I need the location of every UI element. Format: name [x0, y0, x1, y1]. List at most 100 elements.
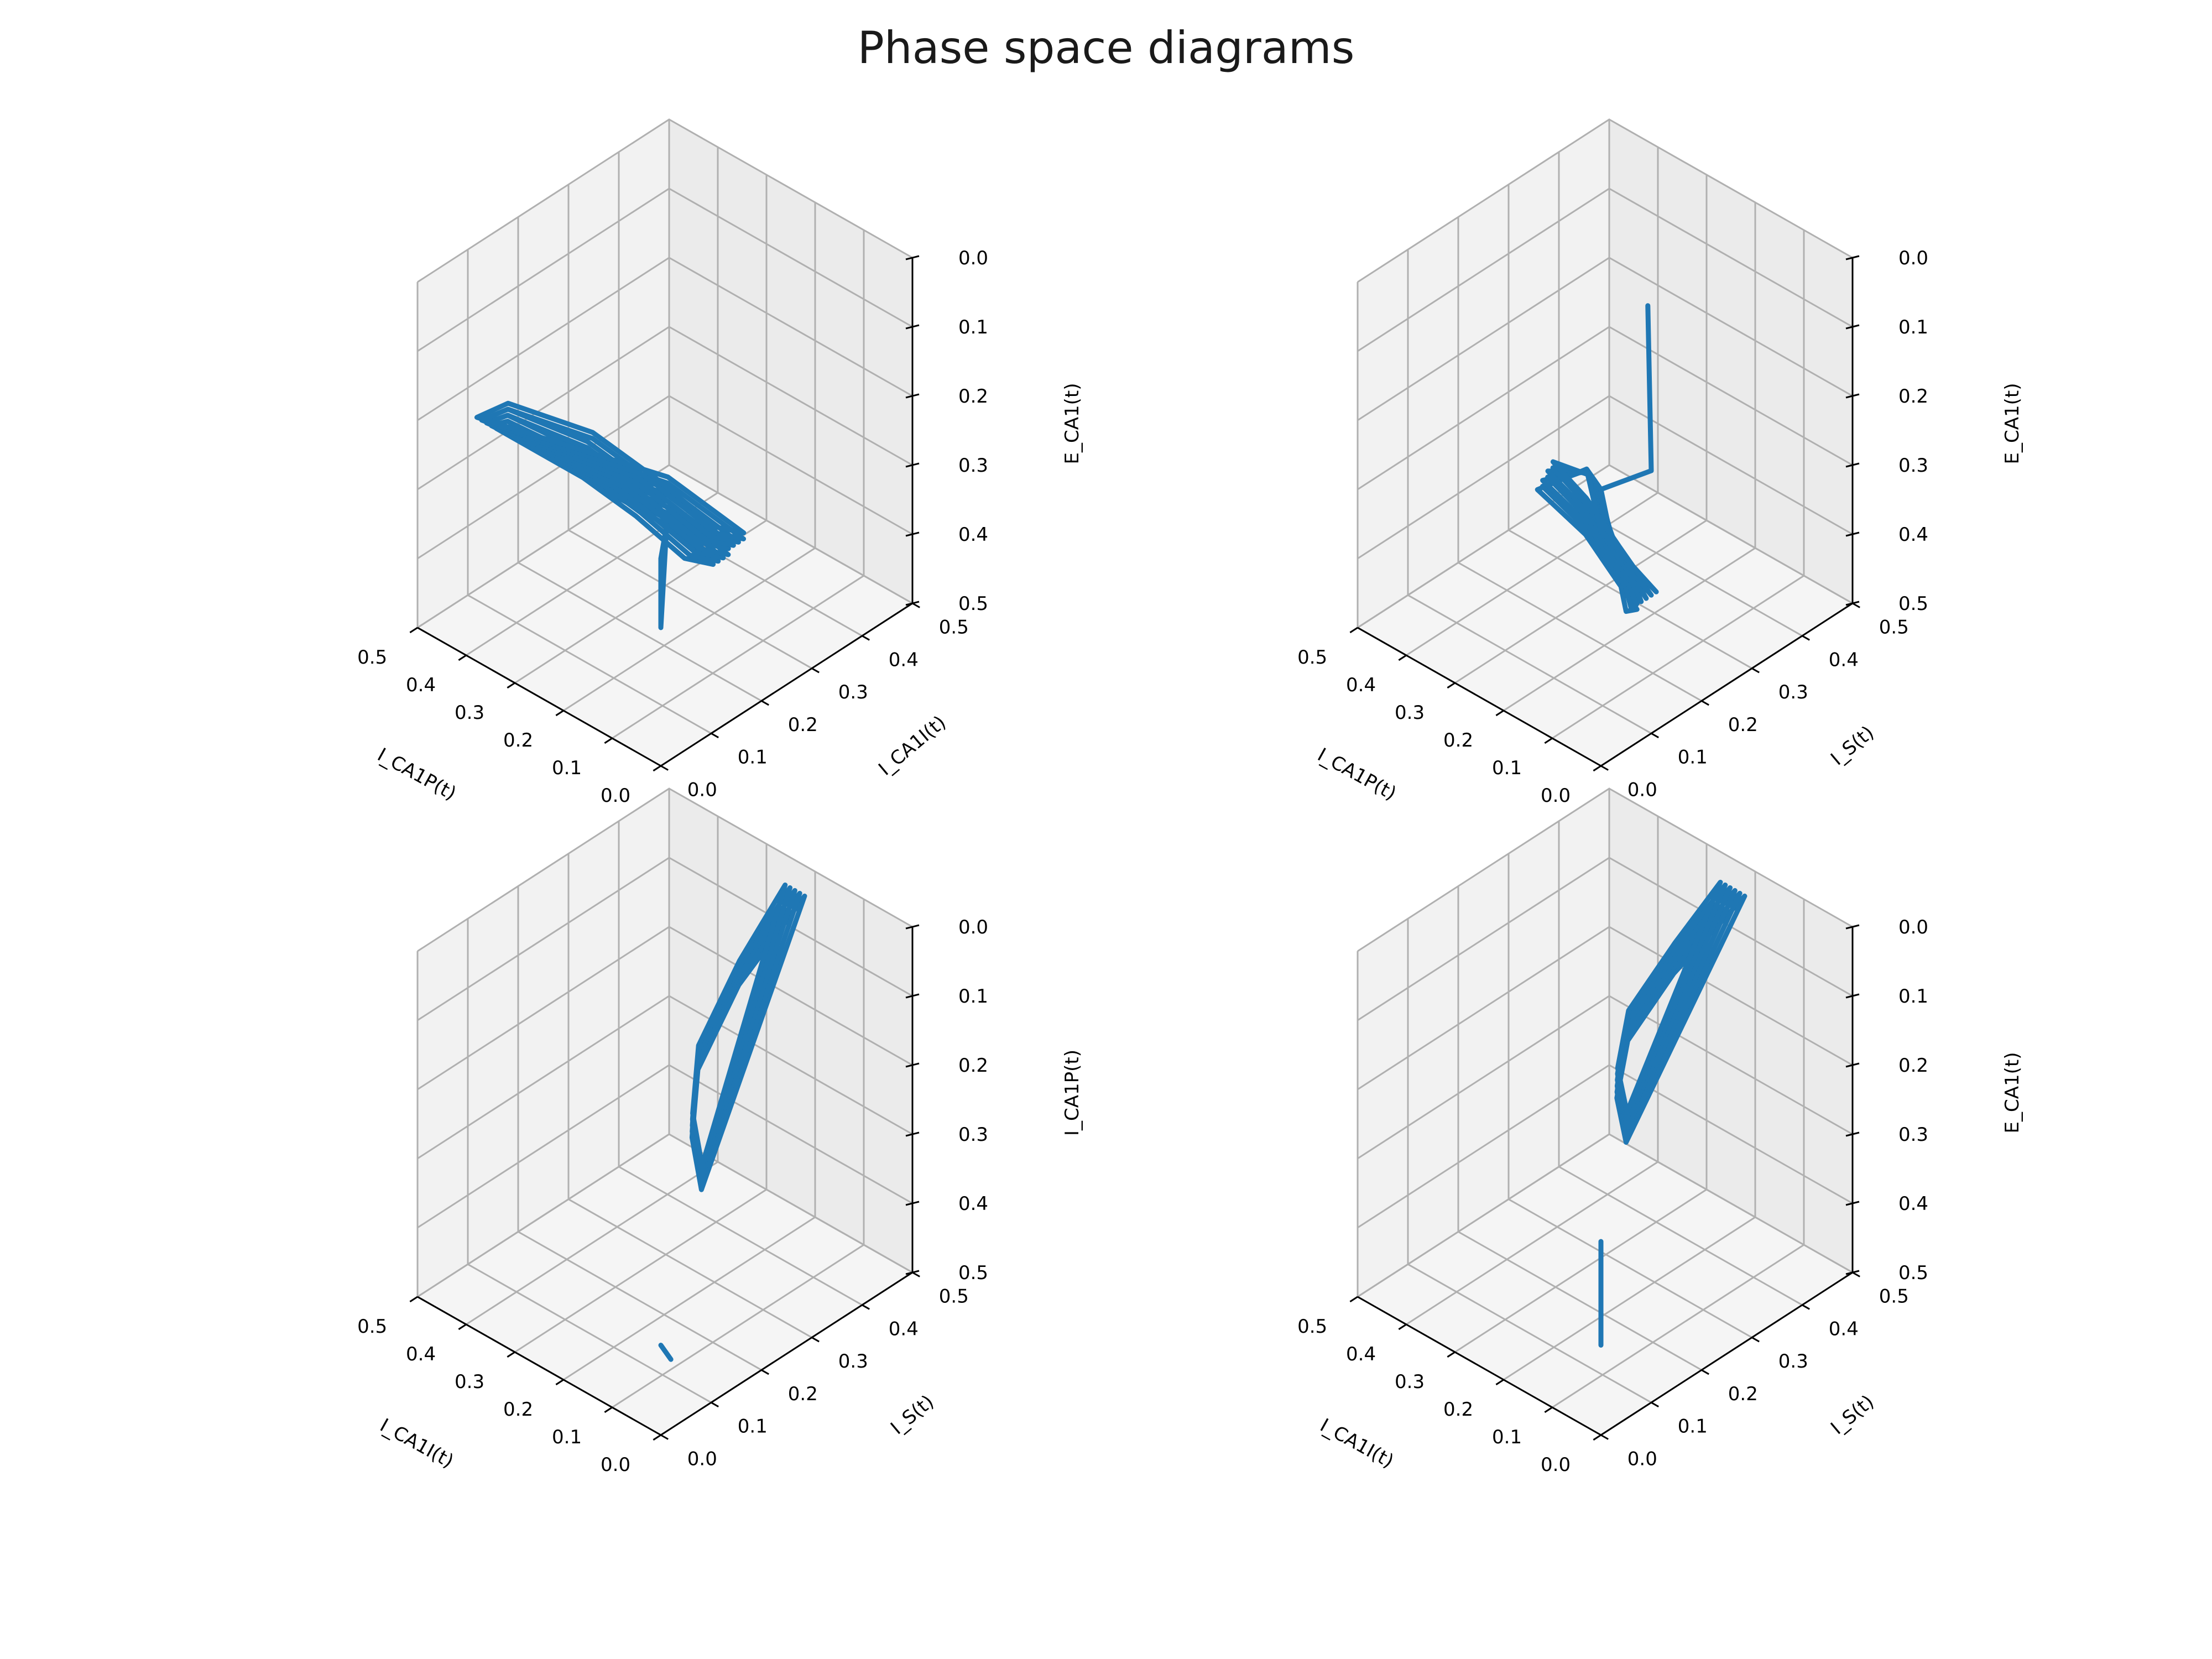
x-axis-label: I_CA1P(t) — [374, 744, 460, 805]
x-tick — [507, 682, 515, 689]
x-tick-label: 0.2 — [503, 729, 533, 752]
z-tick — [1845, 601, 1860, 606]
x-tick — [1544, 1406, 1553, 1413]
x-tick — [409, 627, 418, 634]
series-trajectory — [658, 882, 807, 1362]
x-axis-label: I_CA1I(t) — [376, 1414, 457, 1473]
x-tick-label: 0.1 — [1492, 1426, 1522, 1448]
y-tick — [1701, 1369, 1709, 1375]
z-tick — [905, 462, 920, 468]
z-tick-label: 0.0 — [1898, 916, 1928, 938]
x-tick — [1544, 737, 1553, 744]
y-tick — [1852, 602, 1860, 608]
x-tick-label: 0.0 — [601, 1454, 630, 1476]
z-tick-label: 0.1 — [1898, 985, 1928, 1008]
x-tick-label: 0.0 — [1541, 1454, 1571, 1476]
z-tick-label: 0.4 — [958, 524, 988, 546]
y-gridline — [668, 789, 913, 1274]
y-axis-label: I_S(t) — [886, 1391, 938, 1439]
z-gridline — [417, 118, 913, 283]
y-tick-label: 0.5 — [939, 617, 969, 639]
y-tick — [912, 602, 920, 608]
x-tick — [507, 1351, 515, 1358]
x-tick — [458, 1323, 467, 1331]
x-tick-label: 0.4 — [406, 1343, 436, 1365]
x-tick — [1349, 1296, 1358, 1303]
z-tick — [1845, 393, 1860, 399]
x-tick-label: 0.0 — [601, 785, 630, 807]
z-tick — [1845, 1270, 1860, 1275]
x-axis-label: I_CA1I(t) — [1316, 1414, 1397, 1473]
x-tick — [555, 709, 564, 717]
figure-title: Phase space diagrams — [857, 22, 1355, 74]
z-tick — [1845, 462, 1860, 468]
y-tick — [660, 1434, 669, 1440]
y-axis-line — [1600, 1271, 1853, 1436]
x-tick — [1447, 682, 1455, 689]
y-tick-label: 0.3 — [838, 681, 868, 703]
z-tick — [1845, 1131, 1860, 1137]
x-tick-label: 0.5 — [357, 646, 387, 669]
z-tick — [1845, 924, 1860, 930]
z-tick — [1845, 531, 1860, 537]
y-tick-label: 0.5 — [1879, 1286, 1909, 1308]
x-tick — [555, 1379, 564, 1386]
series-trajectory — [474, 400, 747, 630]
y-gridline — [1608, 119, 1853, 604]
z-tick — [1845, 255, 1860, 260]
gridlines — [416, 118, 914, 767]
y-tick-label: 0.0 — [1627, 1448, 1657, 1470]
y-tick — [711, 732, 719, 739]
y-tick — [1600, 1434, 1609, 1440]
x-tick — [409, 1296, 418, 1303]
z-tick — [1845, 993, 1860, 999]
x-tick — [458, 654, 467, 661]
trajectory-line — [474, 400, 747, 536]
z-tick — [905, 393, 920, 399]
z-tick-label: 0.4 — [1898, 1193, 1928, 1215]
z-tick-label: 0.0 — [1898, 247, 1928, 269]
y-tick-label: 0.5 — [1879, 617, 1909, 639]
y-tick — [711, 1401, 719, 1408]
z-tick-label: 0.2 — [958, 385, 988, 408]
y-tick-label: 0.1 — [738, 1416, 768, 1438]
z-tick — [1845, 1062, 1860, 1068]
z-axis-label: E_CA1(t) — [1061, 383, 1083, 465]
x-tick-label: 0.5 — [357, 1316, 387, 1338]
x-tick-label: 0.2 — [1443, 1399, 1473, 1421]
y-tick-label: 0.3 — [1778, 1350, 1808, 1373]
x-tick-label: 0.3 — [455, 702, 484, 724]
x-tick-label: 0.2 — [503, 1399, 533, 1421]
z-tick-label: 0.4 — [958, 1193, 988, 1215]
z-tick — [905, 1131, 920, 1137]
x-axis-line — [1357, 1296, 1601, 1436]
y-tick-label: 0.5 — [939, 1286, 969, 1308]
y-tick-label: 0.4 — [1829, 649, 1859, 671]
z-gridline — [1357, 118, 1853, 283]
y-tick-label: 0.4 — [889, 1318, 919, 1340]
y-axis-label: I_S(t) — [1827, 722, 1878, 770]
x-tick-label: 0.3 — [455, 1371, 484, 1393]
y-tick — [1651, 732, 1659, 739]
x-tick-label: 0.2 — [1443, 729, 1473, 752]
y-tick-label: 0.2 — [1728, 714, 1758, 736]
z-tick-label: 0.2 — [1898, 385, 1928, 408]
x-tick — [1398, 654, 1407, 661]
x-tick-label: 0.1 — [1492, 757, 1522, 779]
trajectory-line — [1550, 459, 1659, 594]
z-tick — [905, 1270, 920, 1275]
z-tick-label: 0.5 — [958, 1262, 988, 1284]
y-tick — [1802, 1304, 1810, 1310]
gridlines — [1357, 787, 1854, 1436]
y-tick — [862, 1304, 870, 1310]
z-gridline — [1357, 787, 1853, 952]
subplot-bottom-right: 0.0 0.1 0.2 0.3 0.4 0.5 0.0 0.1 0.2 0.3 0.4 0.5 0.0 0… — [1297, 787, 2023, 1476]
y-gridline — [668, 119, 913, 604]
x-tick-label: 0.4 — [1346, 674, 1376, 696]
z-tick — [1845, 324, 1860, 330]
z-tick-label: 0.5 — [1898, 1262, 1928, 1284]
z-tick-label: 0.1 — [958, 316, 988, 338]
z-tick-label: 0.3 — [1898, 1124, 1928, 1146]
x-tick-label: 0.3 — [1395, 1371, 1425, 1393]
y-tick — [1701, 700, 1709, 706]
